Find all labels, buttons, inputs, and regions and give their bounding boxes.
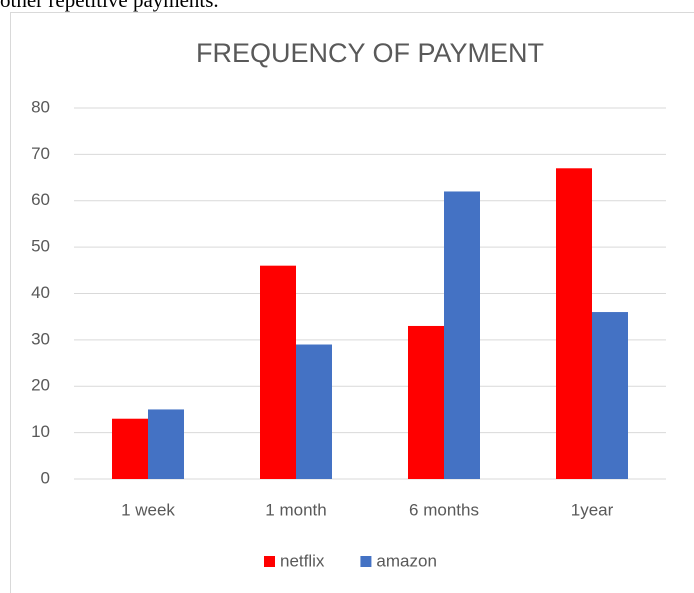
legend-swatch: [360, 556, 372, 567]
x-tick-label: 1 month: [265, 500, 326, 519]
bar: [408, 325, 444, 479]
context-text: other repetitive payments.: [0, 0, 219, 12]
legend-swatch: [264, 556, 275, 567]
y-tick-label: 30: [31, 329, 50, 348]
bar: [296, 344, 332, 479]
y-tick-label: 80: [31, 97, 50, 116]
x-tick-label: 6 months: [409, 500, 479, 519]
bar: [444, 191, 480, 479]
bar: [592, 312, 628, 479]
y-tick-label: 0: [41, 468, 50, 487]
y-tick-label: 10: [31, 422, 50, 441]
y-tick-label: 60: [31, 190, 50, 209]
bar: [260, 265, 296, 479]
x-tick-label: 1 week: [121, 500, 175, 519]
x-tick-label: 1year: [571, 500, 614, 519]
legend-label: netflix: [280, 551, 325, 570]
y-tick-label: 50: [31, 237, 50, 256]
bar: [148, 409, 184, 479]
legend-label: amazon: [376, 551, 436, 570]
bar: [112, 418, 148, 479]
y-tick-label: 40: [31, 283, 50, 302]
chart-title: FREQUENCY OF PAYMENT: [196, 38, 544, 68]
y-tick-label: 70: [31, 144, 50, 163]
bar: [556, 168, 592, 479]
y-tick-label: 20: [31, 376, 50, 395]
